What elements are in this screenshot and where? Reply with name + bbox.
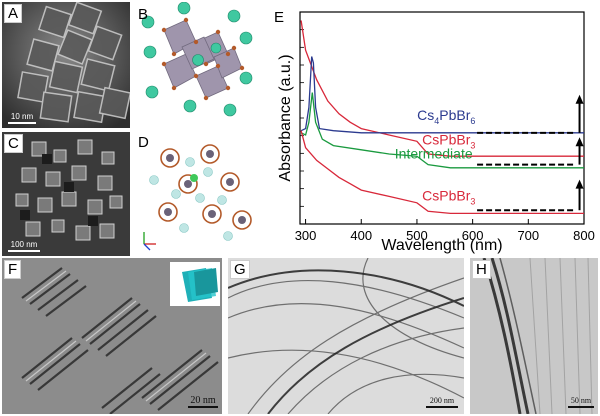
panel-h-scale-text: 50 nm	[570, 396, 592, 405]
panel-g-image	[228, 258, 464, 414]
panel-f-image	[2, 258, 222, 414]
series-line-4	[300, 130, 584, 215]
panel-e-chart: E 300 400 500 600 700 800 Wavelength (nm) Absorb…	[266, 0, 600, 258]
x-tick-label: 600	[462, 228, 484, 243]
panel-f-micrograph: F 20 nm	[2, 258, 222, 414]
panel-d-structure: D	[134, 132, 266, 256]
panel-f-scale-bar: 20 nm	[188, 396, 218, 408]
panel-a-label: A	[4, 4, 23, 23]
panel-c-micrograph: C 100 nm	[2, 132, 130, 256]
panel-a-scale-line	[8, 122, 36, 124]
panel-h-micrograph: H 50 nm	[470, 258, 598, 414]
absorbance-chart: E 300 400 500 600 700 800 Wavelength (nm) Absorb…	[274, 9, 595, 254]
panel-g-scale-line	[426, 406, 458, 408]
x-tick-label: 800	[573, 228, 595, 243]
x-tick-label: 700	[517, 228, 539, 243]
series-label-4: CsPbBr3	[422, 188, 475, 207]
panel-a-scale-bar: 10 nm	[8, 112, 36, 124]
cube-stack-icon	[170, 262, 220, 306]
panel-h-scale-line	[568, 406, 594, 408]
series-label-2: Cs4PbBr6	[417, 107, 475, 126]
panel-b-image	[141, 2, 253, 117]
panel-h-label: H	[472, 260, 491, 279]
panel-c-image	[2, 132, 130, 256]
series-line-2	[300, 56, 584, 134]
arrow-head-2	[575, 137, 584, 147]
series-label-3: Intermediate	[395, 145, 473, 161]
panel-b-structure: B	[134, 2, 266, 128]
panel-f-scale-line	[188, 406, 218, 408]
panel-c-scale-text: 100 nm	[10, 240, 38, 249]
panel-a-image	[2, 2, 130, 128]
panel-h-image	[470, 258, 598, 414]
panel-c-label: C	[4, 134, 23, 153]
panel-g-label: G	[230, 260, 250, 279]
x-tick-label: 400	[350, 228, 372, 243]
x-tick-label: 500	[406, 228, 428, 243]
panel-f-scale-text: 20 nm	[190, 395, 216, 406]
y-axis-label: Absorbance (a.u.)	[277, 54, 294, 181]
panel-d-image	[143, 144, 252, 251]
panel-f-label: F	[4, 260, 22, 279]
panel-a-scale-text: 10 nm	[10, 112, 34, 121]
panel-b-label: B	[138, 6, 149, 23]
panel-g-micrograph: G 200 nm	[228, 258, 464, 414]
panel-g-scale-text: 200 nm	[429, 396, 455, 405]
panel-a-micrograph: A 10 nm	[2, 2, 130, 128]
panel-h-scale-bar: 50 nm	[568, 396, 594, 408]
x-tick-label: 300	[295, 228, 317, 243]
series-line-3	[300, 92, 584, 169]
panel-e-label: E	[274, 9, 284, 26]
x-axis-label: Wavelength (nm)	[381, 237, 502, 254]
arrow-head-3	[575, 94, 584, 104]
panel-c-scale-bar: 100 nm	[8, 240, 40, 252]
panel-c-scale-line	[8, 250, 40, 252]
panel-d-label: D	[138, 134, 149, 151]
series-label-1: CsPbBr3	[422, 132, 475, 151]
panel-g-scale-bar: 200 nm	[426, 396, 458, 408]
series-line-1	[300, 20, 584, 157]
arrow-head-1	[575, 179, 584, 189]
